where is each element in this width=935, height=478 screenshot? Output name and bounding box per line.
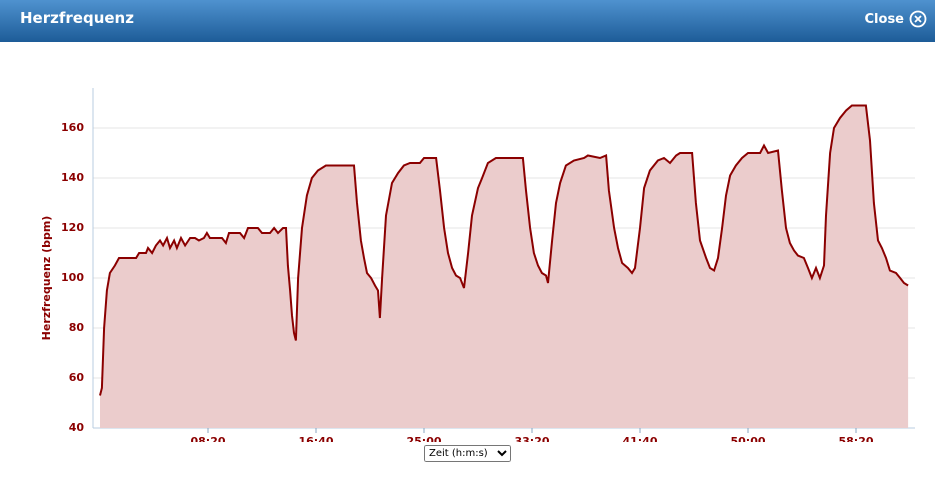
x-tick-label: 58:20 <box>838 435 873 442</box>
x-tick-label: 25:00 <box>406 435 441 442</box>
header: Herzfrequenz Close <box>0 0 935 42</box>
x-tick-label: 50:00 <box>730 435 765 442</box>
y-tick-label: 100 <box>61 271 84 284</box>
y-tick-label: 160 <box>61 121 84 134</box>
line <box>99 104 909 396</box>
x-tick-label: 33:20 <box>514 435 549 442</box>
chart: 40 60 80 100 120 140 160 08:20 16:40 25:00 33:20 41… <box>40 88 915 442</box>
y-axis-label: Herzfrequenz (bpm) <box>40 216 53 341</box>
y-tick-label: 40 <box>69 421 85 434</box>
x-tick-label: 41:40 <box>622 435 657 442</box>
close-button[interactable]: Close <box>865 10 927 28</box>
dialog-title: Herzfrequenz <box>20 9 134 27</box>
y-tick-label: 60 <box>69 371 85 384</box>
close-label: Close <box>864 11 904 27</box>
x-tick-label: 16:40 <box>298 435 333 442</box>
x-tick-label: 08:20 <box>190 435 225 442</box>
y-tick-label: 120 <box>61 221 84 234</box>
x-axis-select[interactable]: Zeit (h:m:s) <box>424 445 511 462</box>
close-icon <box>909 10 927 28</box>
area <box>100 105 909 428</box>
y-tick-label: 80 <box>69 321 85 334</box>
y-tick-label: 140 <box>61 171 84 184</box>
